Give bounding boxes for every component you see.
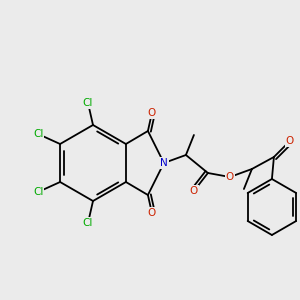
Text: Cl: Cl [83,98,93,108]
Text: Cl: Cl [33,129,43,139]
Text: Cl: Cl [83,218,93,228]
Text: O: O [148,208,156,218]
Text: O: O [286,136,294,146]
Text: O: O [226,172,234,182]
Text: Cl: Cl [33,187,43,197]
Text: O: O [148,108,156,118]
Text: O: O [190,186,198,196]
Text: N: N [160,158,168,168]
